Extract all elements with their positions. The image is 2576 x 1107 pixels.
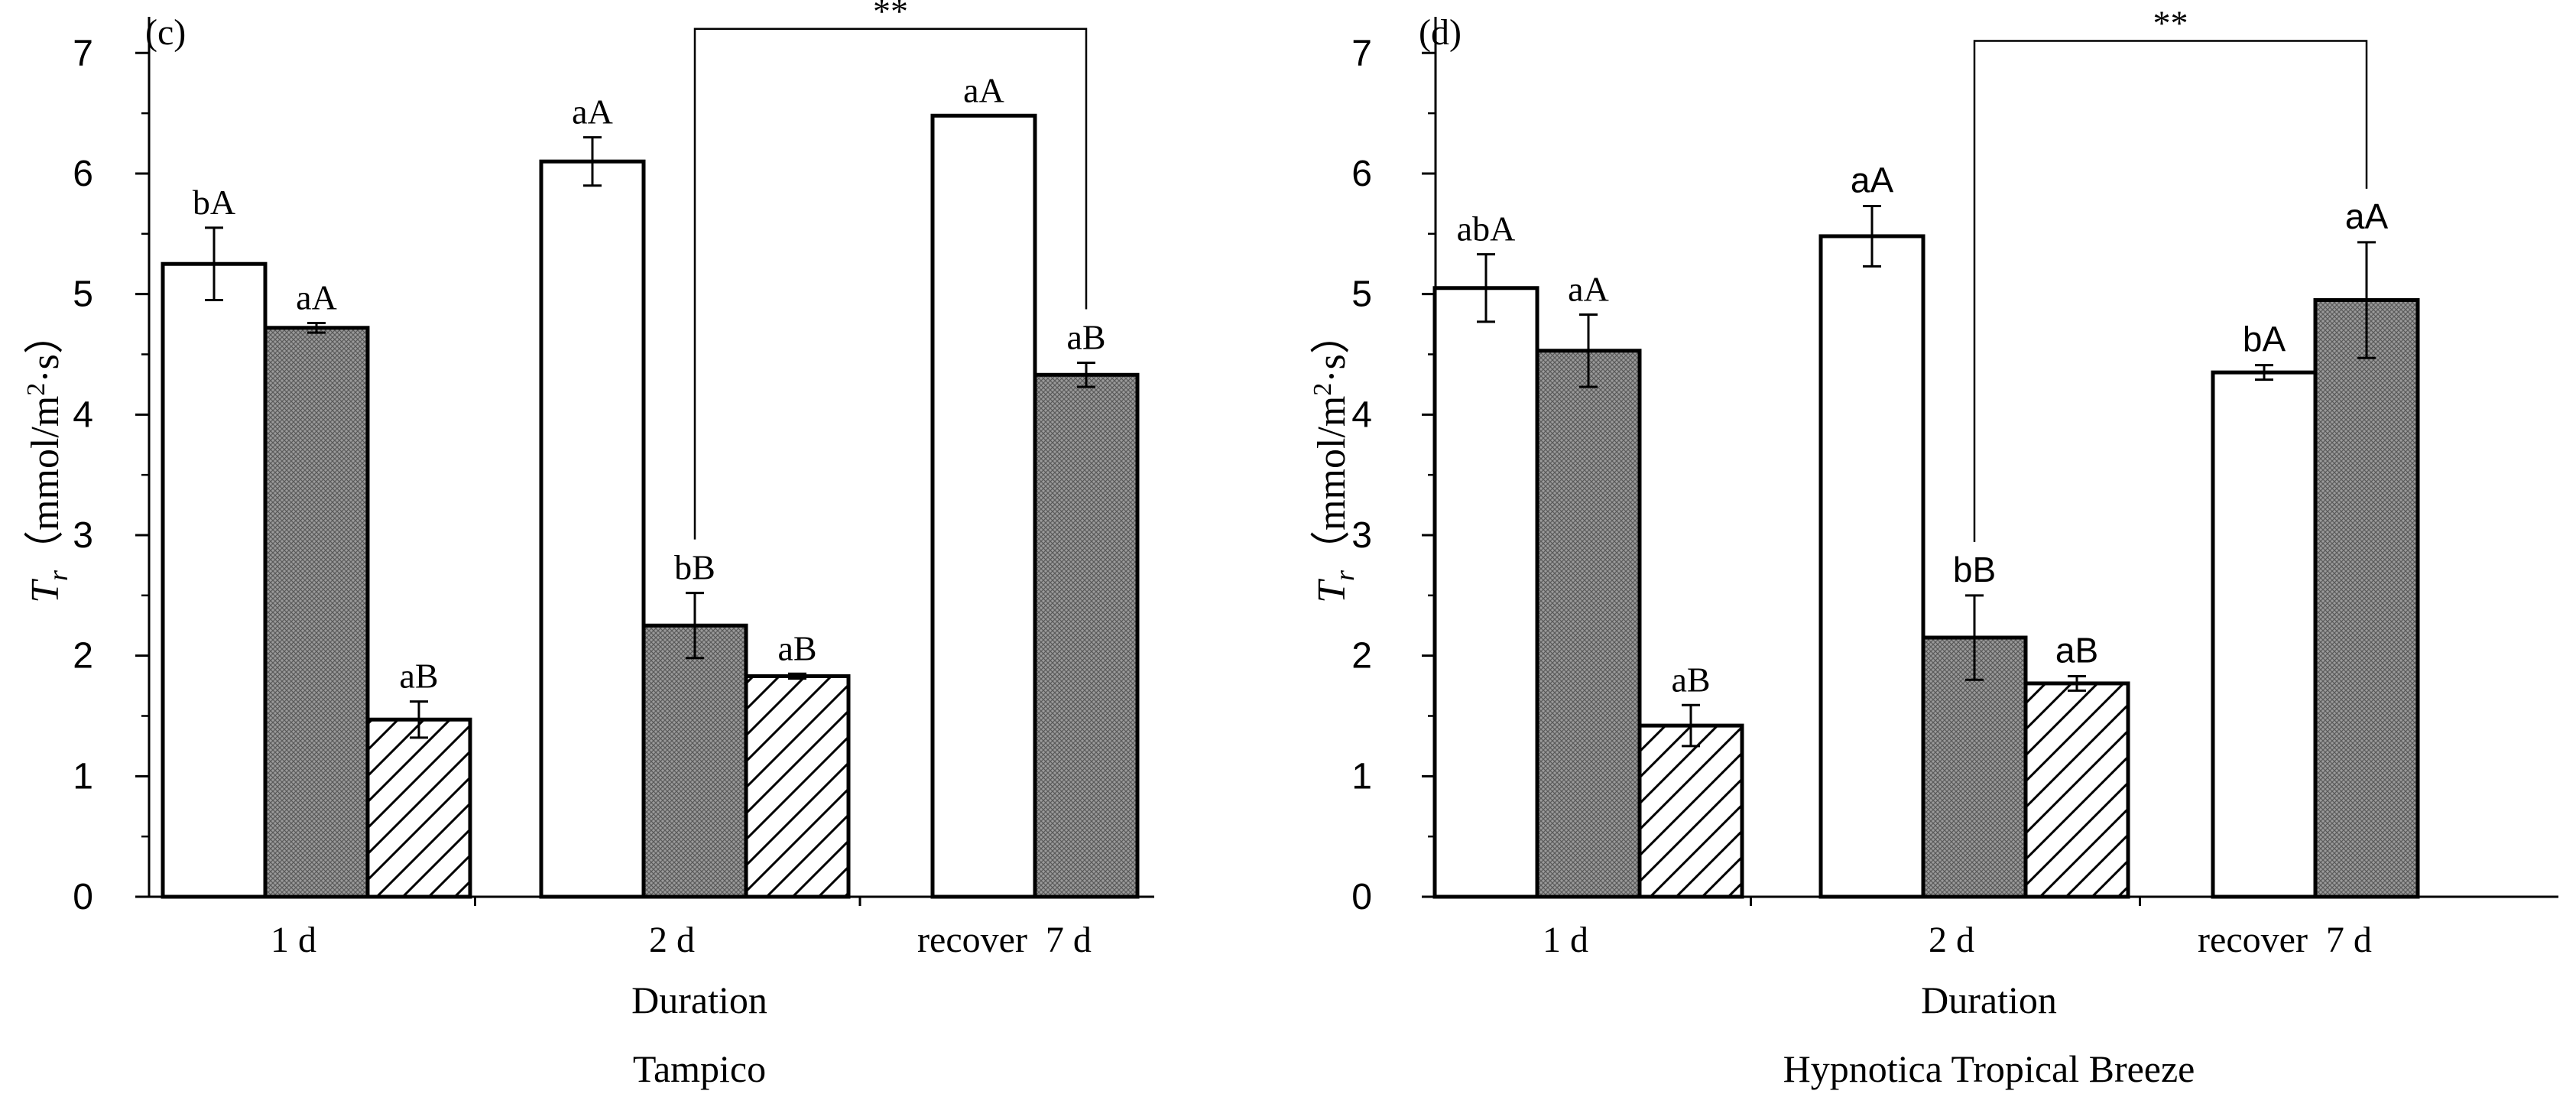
x-category-label: 1 d: [271, 920, 316, 960]
significance-letter: bA: [2243, 320, 2286, 359]
y-tick-label: 3: [73, 515, 93, 556]
significance-bracket: [1973, 40, 2368, 542]
bar-diagonal-hatched-0: [1637, 723, 1744, 899]
y-tick-label: 6: [1351, 154, 1372, 194]
panel-label: (d): [1419, 12, 1462, 53]
y-axis-title-superscript: 2: [1309, 383, 1337, 396]
significance-bracket: [693, 28, 1088, 540]
panel-label: (c): [145, 12, 186, 53]
bar-open-2: [2211, 370, 2318, 899]
y-axis-title-units-end: ·s）: [1310, 314, 1354, 383]
bar-open-1: [1818, 234, 1926, 899]
y-tick-label: 1: [1351, 756, 1372, 797]
significance-letter: bB: [1953, 550, 1996, 589]
x-axis-title: Duration: [631, 979, 767, 1021]
bar-diagonal-hatched-0: [365, 717, 472, 899]
bar-cross-hatched-1: [641, 623, 748, 899]
bar-cross-hatched-0: [263, 326, 370, 899]
y-axis-title-superscript: 2: [22, 383, 50, 396]
significance-letter: aA: [963, 70, 1004, 109]
y-tick-label: 6: [73, 154, 93, 194]
bar-cross-hatched-2: [1033, 372, 1140, 899]
y-tick-label: 7: [73, 33, 93, 73]
y-axis-title-subscript: r: [43, 570, 73, 581]
x-category-label: 2 d: [649, 920, 695, 960]
y-axis-title-subscript: r: [1329, 570, 1360, 581]
x-category-label: 2 d: [1929, 920, 1974, 960]
significance-letter: aB: [399, 657, 438, 696]
y-tick-label: 5: [73, 274, 93, 315]
y-tick-label: 7: [1351, 33, 1372, 73]
significance-letter: aB: [2055, 630, 2098, 670]
x-category-label: recover 7 d: [2198, 920, 2372, 960]
y-tick-label: 4: [73, 394, 93, 435]
significance-letter: aA: [1568, 269, 1609, 308]
significance-letter: bA: [193, 183, 235, 222]
significance-letter: aB: [777, 628, 816, 667]
bar-cross-hatched-2: [2313, 298, 2420, 899]
y-axis-title-symbol: T: [1310, 579, 1354, 603]
x-category-label: recover 7 d: [917, 920, 1092, 960]
y-axis-title-units: （mmol/m: [1310, 396, 1354, 570]
significance-stars: **: [2153, 4, 2188, 43]
panel-title: Hypnotica Tropical Breeze: [1783, 1047, 2195, 1090]
y-tick-label: 2: [1351, 636, 1372, 677]
y-tick-label: 2: [73, 636, 93, 677]
panel-c: 0 1 2 3 4 5 6 7 bA aA aA aA bB aB aB aB 1 d 2 d recover 7 …: [22, 0, 1154, 1090]
y-tick-label: 0: [73, 877, 93, 917]
y-tick-label: 3: [1351, 515, 1372, 556]
bar-open-0: [161, 261, 268, 899]
y-tick-label: 4: [1351, 394, 1372, 435]
x-axis-title: Duration: [1921, 979, 2057, 1021]
y-tick-label: 0: [1351, 877, 1372, 917]
panel-d: 0 1 2 3 4 5 6 7 abA aA bA aA bB aA aB aB 1 d 2 d recover 7…: [1309, 4, 2558, 1090]
bar-diagonal-hatched-1: [744, 674, 851, 899]
significance-letter: aA: [296, 278, 337, 317]
bar-open-2: [930, 113, 1037, 899]
significance-letter: aA: [572, 93, 613, 131]
x-category-label: 1 d: [1543, 920, 1588, 960]
significance-letter: aA: [1851, 161, 1894, 200]
y-tick-label: 1: [73, 756, 93, 797]
y-axis-title-units-end: ·s）: [24, 314, 67, 383]
bar-open-1: [539, 159, 646, 899]
y-axis-title-units: （mmol/m: [24, 396, 67, 570]
y-tick-label: 5: [1351, 274, 1372, 315]
panel-title: Tampico: [633, 1047, 766, 1090]
bar-open-0: [1432, 286, 1539, 899]
y-axis-title: Tr（mmol/m2·s）: [22, 314, 73, 603]
bar-diagonal-hatched-1: [2023, 681, 2130, 899]
significance-letter: aB: [1066, 318, 1105, 357]
bar-cross-hatched-0: [1535, 349, 1642, 899]
significance-letter: aA: [2345, 196, 2389, 236]
y-axis-title-symbol: T: [24, 579, 67, 603]
significance-stars: **: [873, 0, 908, 31]
significance-letter: aB: [1671, 660, 1710, 699]
significance-letter: abA: [1457, 209, 1516, 248]
y-axis-title: Tr（mmol/m2·s）: [1309, 314, 1360, 603]
significance-letter: bB: [674, 548, 715, 587]
